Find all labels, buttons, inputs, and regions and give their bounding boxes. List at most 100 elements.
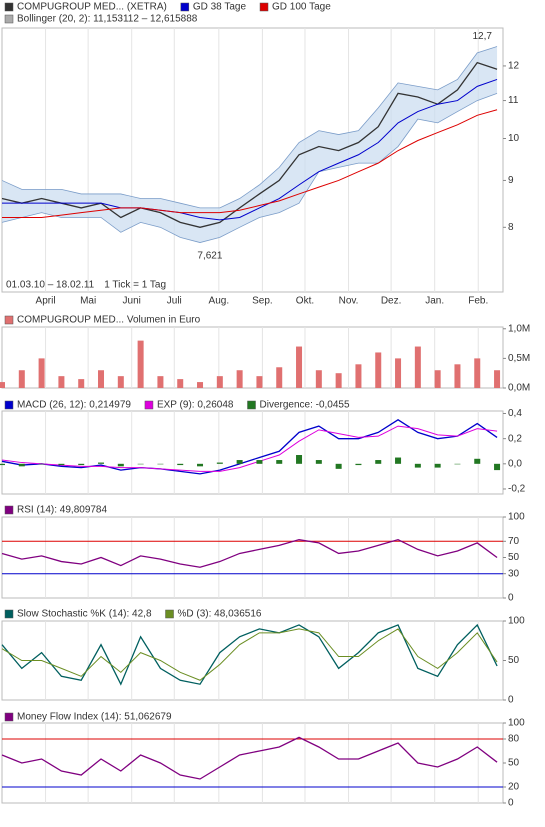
- bar: [177, 379, 184, 388]
- bar: [296, 346, 303, 388]
- bar: [137, 340, 144, 388]
- x-tick-label: Juli: [167, 296, 182, 307]
- bar: [0, 463, 5, 466]
- y-tick-label: 70: [508, 536, 520, 547]
- y-tick-label: 30: [508, 568, 520, 579]
- y-tick-label: -0,2: [508, 484, 526, 495]
- date-range: 01.03.10 – 18.02.11: [6, 280, 95, 291]
- bar: [494, 463, 501, 471]
- y-tick-label: 50: [508, 655, 520, 666]
- x-tick-label: Okt.: [296, 296, 314, 307]
- panel-frame: [1, 410, 504, 495]
- series-line: [2, 78, 498, 221]
- bar: [315, 460, 322, 464]
- panel-frame: [1, 516, 504, 599]
- bar: [98, 462, 105, 464]
- bollinger-band: [2, 46, 498, 243]
- bar: [197, 463, 204, 467]
- x-tick-label: Mai: [80, 296, 96, 307]
- legend-label: %D (3): 48,036516: [178, 609, 262, 620]
- bar: [414, 463, 421, 468]
- y-tick-label: 12: [508, 61, 520, 72]
- bar: [315, 370, 322, 388]
- annotation: 7,621: [197, 250, 222, 261]
- x-tick-label: Jan.: [425, 296, 444, 307]
- bar: [355, 463, 362, 466]
- series-line: [1, 736, 498, 780]
- bollinger-upper: [1, 46, 498, 209]
- bar: [494, 370, 501, 388]
- series-line: [1, 538, 498, 568]
- bar: [236, 370, 243, 388]
- y-tick-label: 10: [508, 133, 520, 144]
- series-line: [1, 628, 498, 681]
- y-tick-label: 100: [508, 718, 525, 729]
- legend-swatch: [4, 2, 14, 12]
- tick-note: 1 Tick = 1 Tag: [104, 280, 166, 291]
- legend-swatch: [4, 505, 14, 515]
- legend-label: RSI (14): 49,809784: [17, 505, 107, 516]
- legend-label: Divergence: -0,0455: [260, 400, 350, 411]
- y-tick-label: 50: [508, 758, 520, 769]
- bar: [395, 358, 402, 388]
- bar: [58, 463, 65, 466]
- legend-swatch: [4, 400, 14, 410]
- bar: [117, 376, 124, 388]
- y-tick-label: 50: [508, 552, 520, 563]
- series-line: [1, 623, 498, 686]
- y-tick-label: 1,0M: [508, 323, 530, 334]
- bar: [434, 370, 441, 388]
- y-tick-label: 80: [508, 734, 520, 745]
- legend-swatch: [247, 400, 256, 410]
- panel-frame: [1, 722, 504, 804]
- y-tick-label: 0,0: [508, 458, 522, 469]
- legend-swatch: [165, 609, 174, 619]
- x-tick-label: Dez.: [381, 296, 402, 307]
- y-tick-label: 0: [508, 798, 514, 809]
- x-tick-label: Juni: [123, 296, 141, 307]
- x-tick-label: Aug.: [209, 296, 230, 307]
- series-line: [1, 419, 498, 475]
- legend-swatch: [259, 2, 269, 12]
- x-tick-label: Sep.: [252, 296, 273, 307]
- annotation: 12,7: [472, 31, 492, 42]
- x-tick-label: Feb.: [468, 296, 488, 307]
- bar: [38, 358, 45, 388]
- bar: [335, 373, 342, 388]
- legend-swatch: [4, 609, 14, 619]
- y-tick-label: 0,5M: [508, 353, 530, 364]
- bar: [78, 379, 85, 388]
- bar: [335, 463, 342, 469]
- legend-label: MACD (26, 12): 0,214979: [17, 400, 131, 411]
- bar: [58, 376, 65, 388]
- bar: [197, 382, 204, 388]
- bar: [434, 463, 441, 468]
- bar: [355, 364, 362, 388]
- bar: [276, 367, 283, 388]
- y-tick-label: 0,2: [508, 433, 522, 444]
- bar: [296, 455, 303, 464]
- bar: [216, 376, 223, 388]
- y-tick-label: 0: [508, 695, 514, 706]
- bar: [216, 462, 223, 464]
- bar: [177, 463, 184, 466]
- bar: [256, 376, 263, 388]
- bar: [414, 346, 421, 388]
- y-tick-label: 20: [508, 782, 520, 793]
- bar: [18, 463, 25, 467]
- series-line: [2, 109, 498, 218]
- bar: [375, 352, 382, 388]
- panel-frame: [1, 326, 504, 389]
- legend-label: EXP (9): 0,26048: [157, 400, 234, 411]
- panel-frame: [1, 27, 504, 293]
- bar: [137, 463, 144, 465]
- bar: [395, 457, 402, 464]
- legend-label: GD 100 Tage: [272, 2, 331, 13]
- y-tick-label: 11: [508, 95, 519, 106]
- legend-label: Money Flow Index (14): 51,062679: [17, 712, 172, 723]
- y-tick-label: 0,0M: [508, 383, 530, 394]
- y-tick-label: 100: [508, 616, 525, 627]
- legend-label: COMPUGROUP MED... (XETRA): [17, 2, 167, 13]
- legend-swatch: [4, 712, 14, 722]
